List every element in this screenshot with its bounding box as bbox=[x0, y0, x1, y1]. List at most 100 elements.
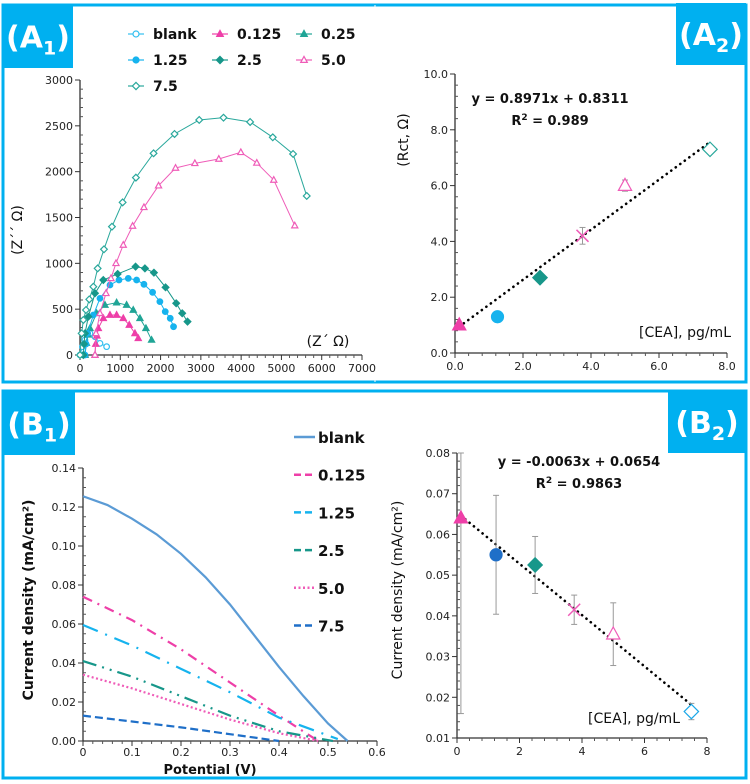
circle-marker bbox=[103, 343, 111, 351]
triangle-marker bbox=[90, 350, 100, 358]
triangle-marker bbox=[130, 328, 140, 337]
legend-label: 2.5 bbox=[318, 542, 345, 560]
triangle-marker bbox=[111, 258, 121, 267]
series-line bbox=[82, 660, 334, 743]
diamond-marker bbox=[131, 173, 141, 182]
y-tick-label: 0.14 bbox=[52, 462, 77, 475]
triangle-marker bbox=[119, 240, 128, 248]
data-point bbox=[575, 226, 590, 245]
panel-label-text: (B1) bbox=[7, 408, 71, 447]
diamond-marker bbox=[161, 283, 170, 292]
x-tick-label: 0.2 bbox=[172, 746, 190, 759]
panel-label-b2: (B2) bbox=[668, 391, 746, 453]
x-tick-label: 7000 bbox=[348, 362, 376, 375]
triangle-marker bbox=[171, 163, 180, 171]
x-tick-label: 2 bbox=[516, 745, 523, 758]
legend-item-0.25: 0.25 bbox=[296, 27, 356, 43]
x-tick-label: 3000 bbox=[187, 362, 215, 375]
y-tick-label: 0.01 bbox=[426, 732, 451, 745]
triangle-marker bbox=[190, 158, 199, 167]
diamond-marker bbox=[113, 269, 122, 279]
diamond-marker bbox=[131, 81, 141, 91]
chart-b2: 0 2 4 6 8 0.01 0.02 0.03 0.04 0.05 0.06 0.07 0.08 y =… bbox=[390, 447, 711, 758]
triangle-marker bbox=[605, 625, 621, 640]
series-line bbox=[79, 117, 308, 356]
triangle-marker bbox=[236, 147, 245, 156]
x-tick-label: 0 bbox=[454, 745, 461, 758]
diamond-marker bbox=[183, 317, 192, 326]
legend-item-0.125: 0.125 bbox=[294, 467, 365, 485]
trendline-equation: y = -0.0063x + 0.0654 bbox=[498, 455, 660, 470]
series-line bbox=[82, 714, 280, 743]
y-tick-label: 0.02 bbox=[426, 691, 451, 704]
triangle-marker bbox=[91, 328, 101, 337]
chart-b1: 0 0.1 0.2 0.3 0.4 0.5 0.6 0.00 0.02 0.04 0.06 0.08 0… bbox=[21, 429, 386, 778]
x-axis-label: (Z´ Ω) bbox=[307, 334, 350, 350]
triangle-marker bbox=[105, 310, 115, 318]
x-marker bbox=[575, 229, 590, 243]
y-tick-label: 3000 bbox=[45, 74, 73, 87]
diamond-marker bbox=[99, 275, 108, 285]
diamond-marker bbox=[302, 191, 311, 201]
x-axis-label: Potential (V) bbox=[163, 763, 256, 778]
x-tick-label: 6.0 bbox=[650, 360, 668, 373]
r-squared: R2 = 0.989 bbox=[511, 113, 588, 129]
diamond-marker bbox=[531, 269, 549, 286]
series-1.25 bbox=[81, 274, 177, 359]
y-tick-label: 0.04 bbox=[52, 657, 77, 670]
diamond-marker bbox=[140, 264, 150, 273]
diamond-marker bbox=[85, 295, 94, 304]
x-tick-label: 1000 bbox=[106, 362, 134, 375]
y-tick-label: 2500 bbox=[45, 120, 73, 133]
y-tick-label: 500 bbox=[52, 303, 73, 316]
x-tick-label: 8.0 bbox=[718, 360, 736, 373]
y-tick-label: 0.06 bbox=[52, 618, 77, 631]
legend-label: 5.0 bbox=[321, 53, 346, 69]
data-point bbox=[567, 594, 581, 625]
series-line bbox=[94, 151, 296, 356]
r-squared: R2 = 0.9863 bbox=[536, 476, 622, 492]
triangle-marker bbox=[269, 175, 278, 183]
legend-label: 7.5 bbox=[318, 618, 345, 636]
diamond-marker bbox=[77, 329, 86, 338]
circle-marker bbox=[115, 276, 123, 284]
series-7.5 bbox=[75, 113, 311, 360]
series-0.25 bbox=[80, 298, 156, 358]
circle-marker bbox=[140, 280, 148, 288]
x-tick-label: 8 bbox=[704, 745, 711, 758]
legend-item-5.0: 5.0 bbox=[294, 580, 345, 598]
legend-label: blank bbox=[153, 27, 197, 43]
legend-label: 1.25 bbox=[318, 504, 355, 522]
diamond-marker bbox=[701, 141, 719, 158]
diamond-marker bbox=[118, 198, 127, 207]
x-tick-label: 6000 bbox=[308, 362, 336, 375]
y-tick-label: 8.0 bbox=[431, 124, 449, 137]
chart-a1: 0 1000 2000 3000 4000 5000 6000 7000 0 500 1000 150… bbox=[10, 27, 376, 375]
series-1.25 bbox=[82, 623, 339, 741]
y-tick-label: 2.0 bbox=[431, 291, 449, 304]
legend-label: blank bbox=[318, 429, 366, 447]
series-line bbox=[82, 495, 349, 742]
legend-label: 5.0 bbox=[318, 580, 345, 598]
y-tick-label: 0.08 bbox=[52, 579, 77, 592]
series-line bbox=[82, 623, 339, 741]
y-tick-label: 0 bbox=[66, 349, 73, 362]
y-tick-label: 0.04 bbox=[426, 610, 451, 623]
legend-item-1.25: 1.25 bbox=[294, 504, 355, 522]
x-tick-label: 6 bbox=[641, 745, 648, 758]
data-point bbox=[605, 602, 621, 667]
circle-marker bbox=[166, 314, 174, 322]
data-point bbox=[489, 494, 503, 615]
series-line bbox=[82, 673, 319, 743]
legend-item-blank: blank bbox=[128, 27, 197, 43]
panel-label-a2: (A2) bbox=[676, 3, 746, 65]
diamond-marker bbox=[99, 245, 109, 254]
triangle-marker bbox=[112, 298, 121, 306]
legend-item-7.5: 7.5 bbox=[294, 618, 345, 636]
y-tick-label: 0.02 bbox=[52, 696, 77, 709]
y-axis-label: Current density (mA/cm²) bbox=[390, 501, 406, 680]
legend-item-7.5: 7.5 bbox=[128, 79, 178, 95]
series-blank bbox=[82, 495, 349, 742]
